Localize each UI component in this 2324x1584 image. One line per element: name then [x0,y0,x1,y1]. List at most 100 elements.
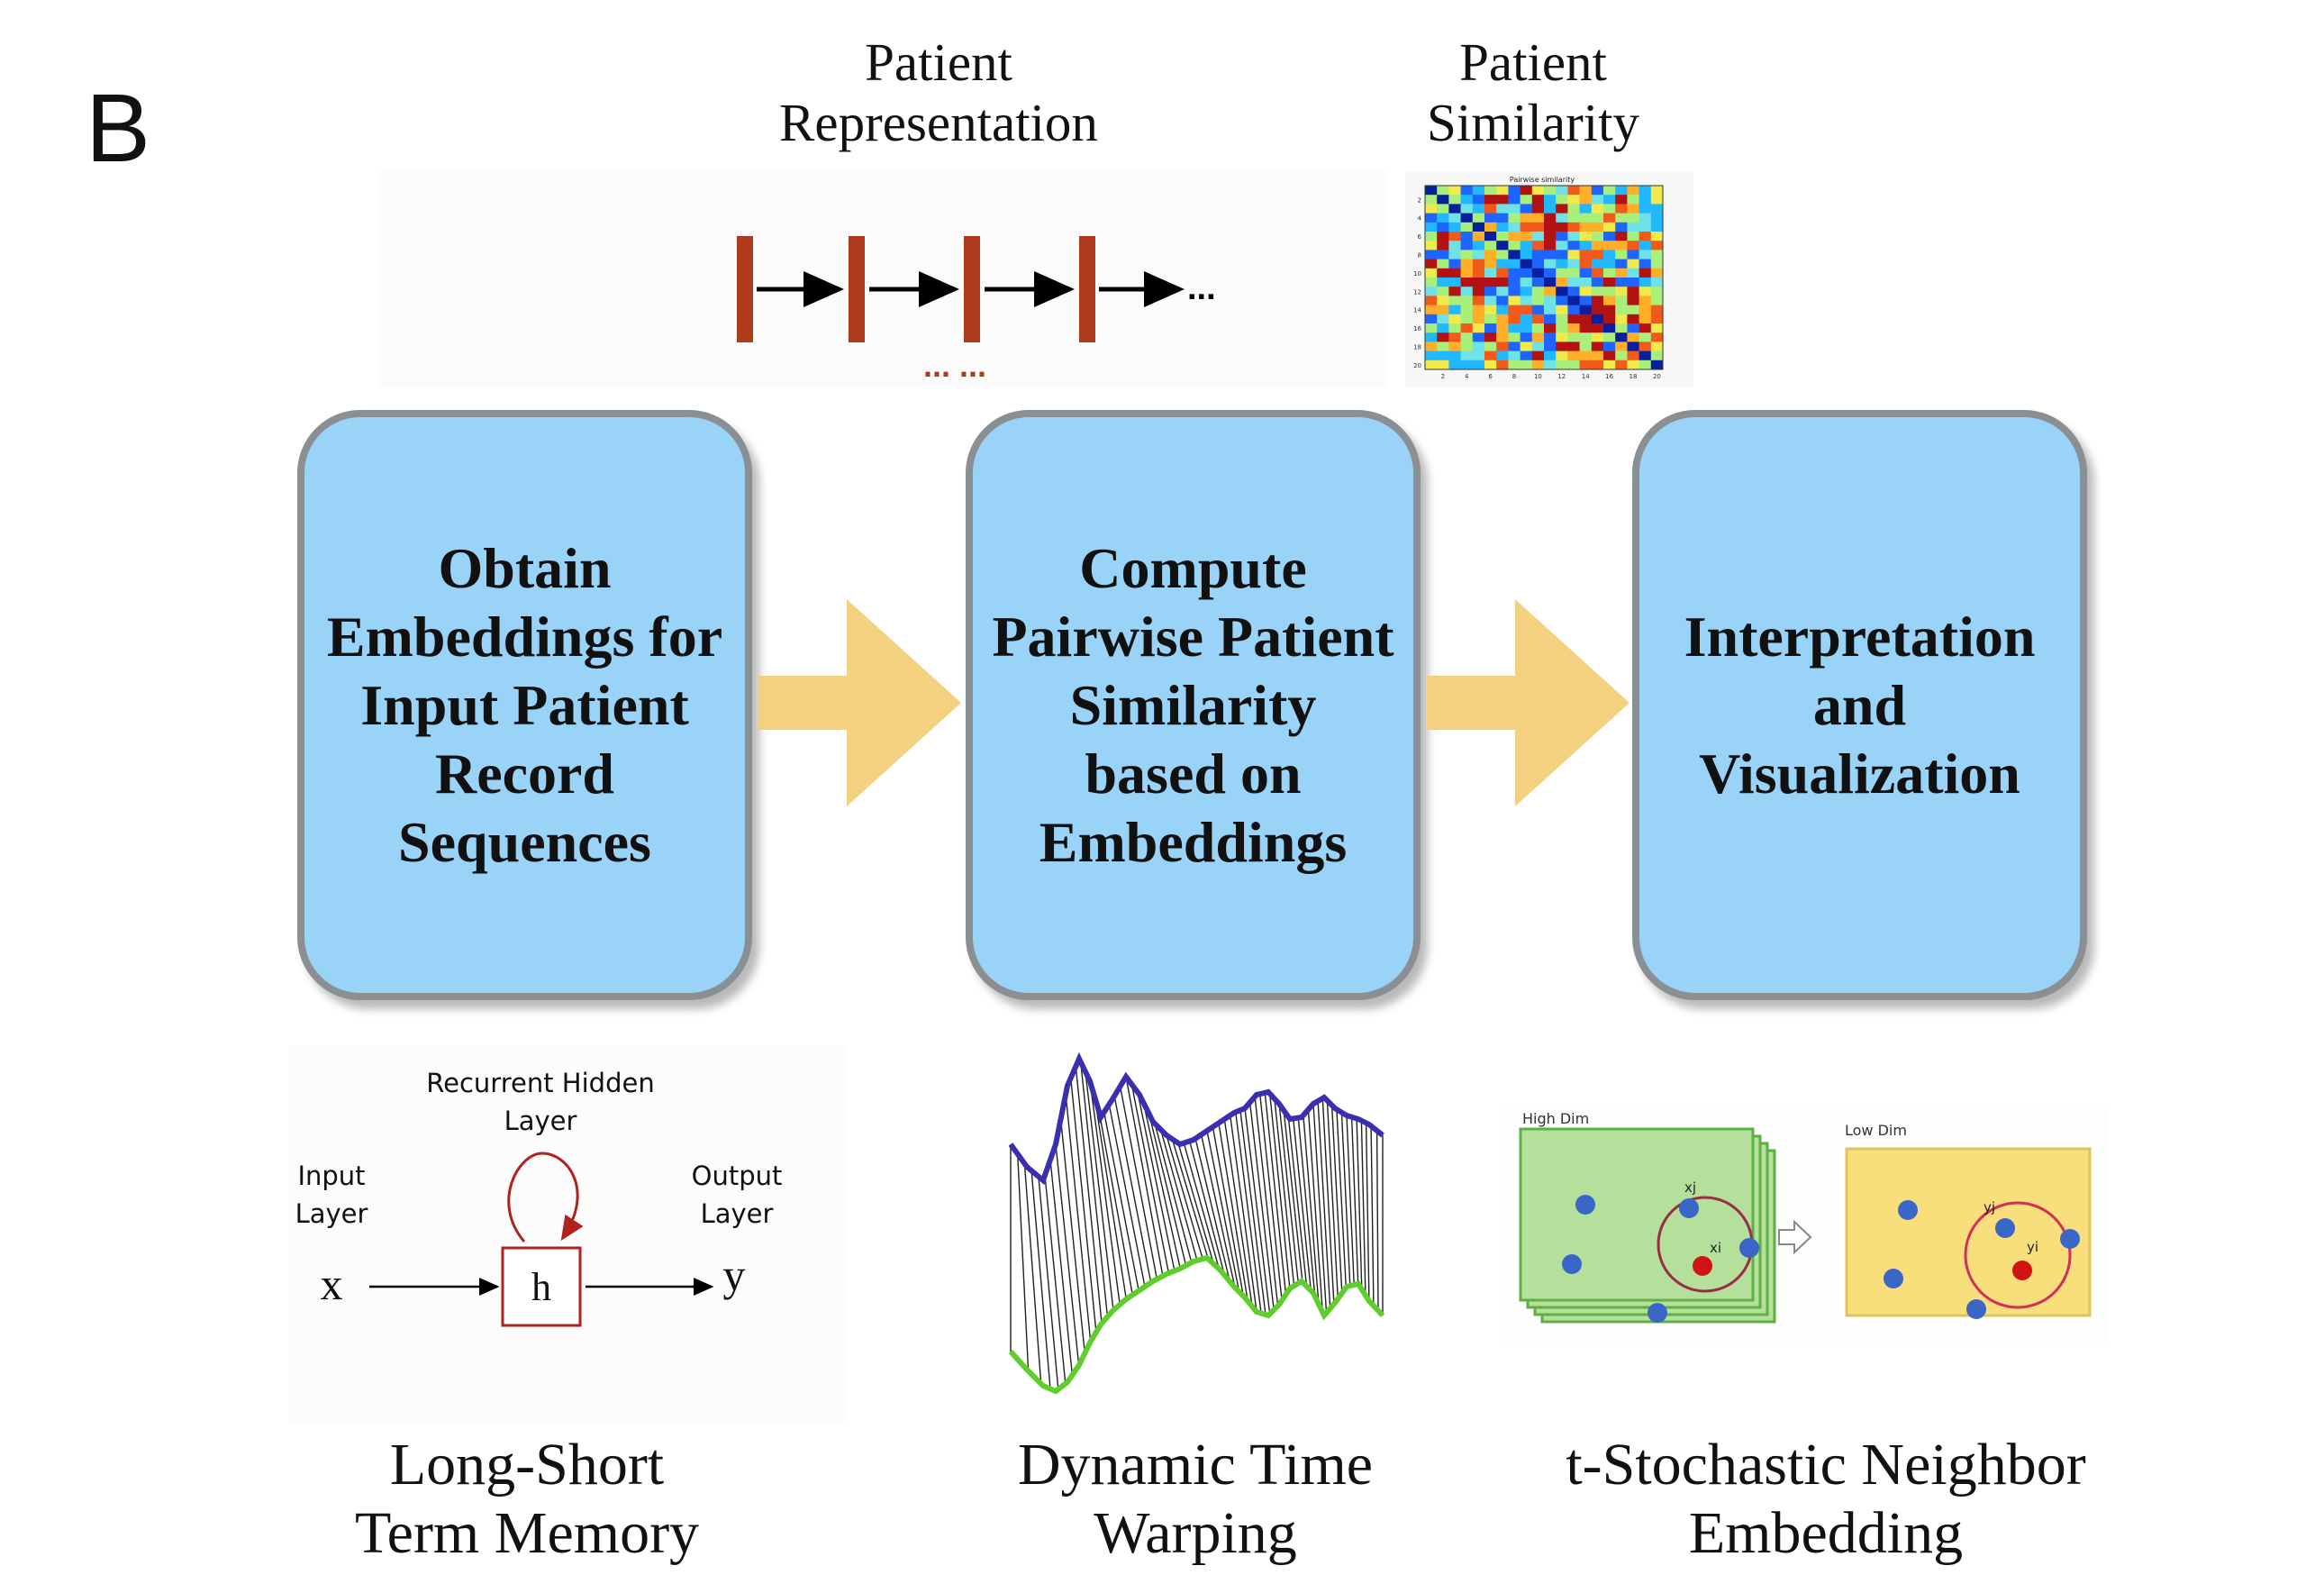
heatmap-cell [1472,314,1485,324]
heatmap-cell [1520,268,1533,278]
heatmap-cell [1650,195,1664,205]
heatmap-cell [1567,314,1580,324]
heatmap-cell [1508,186,1521,196]
step-label: Obtain Embeddings for Input Patient Reco… [318,534,731,877]
heatmap-cell [1556,186,1568,196]
sequence-bar [1079,236,1095,342]
heatmap-cell [1531,350,1545,361]
heatmap-cell [1603,296,1616,305]
heatmap-cell [1425,250,1438,259]
heatmap-cell [1520,296,1533,305]
heatmap-cell [1579,259,1593,269]
heatmap-cell [1627,232,1639,241]
heatmap-cell [1520,222,1533,232]
heatmap-y-tick: 4 [1418,215,1422,223]
heatmap-cell [1460,278,1474,287]
heatmap-cell [1484,232,1497,241]
sequence-bar [964,236,980,342]
heatmap-cell [1496,259,1509,269]
heatmap-frame [1424,185,1664,370]
tsne-figure: High Dim Low Dim xj xi yj yi [1504,1104,2108,1347]
heatmap-cell [1508,195,1521,205]
dtw-alignment-lines [1010,1061,1384,1389]
heatmap-cell [1460,268,1474,278]
heatmap-cell [1627,241,1639,250]
dtw-alignment-line [1055,1143,1080,1366]
panel-letter: B [86,73,151,182]
heatmap-x-ticks: 2 4 6 8 10 12 14 16 18 20 [1441,373,1661,380]
low-dim-label: Low Dim [1845,1122,1907,1139]
heatmap-cell [1472,222,1485,232]
heatmap-cell [1508,259,1521,269]
sequence-ellipsis: ... [1187,269,1216,307]
output-y: y [723,1250,746,1300]
heatmap-cell [1496,296,1509,305]
heatmap-cell [1448,296,1461,305]
dtw-alignment-line [1235,1112,1262,1314]
heatmap-cell [1556,222,1568,232]
heatmap-cell [1448,241,1461,250]
dtw-alignment-line [1038,1176,1059,1389]
heatmap-cell [1496,323,1509,333]
heatmap-cell [1437,195,1449,205]
heatmap-cell [1639,259,1652,269]
heatmap-cell [1627,296,1639,305]
heatmap-cell [1567,296,1580,305]
heatmap-cell [1484,323,1497,333]
heatmap-cell [1508,278,1521,287]
caption-line: Warping [1094,1500,1297,1566]
high-dim-label: High Dim [1522,1110,1589,1127]
dtw-alignment-line [1239,1110,1266,1315]
sequence-bar [849,236,865,342]
heatmap-cell [1437,268,1449,278]
heatmap-cell [1627,323,1639,333]
heatmap-cell [1484,213,1497,223]
step-line: Embeddings [1039,809,1348,874]
high-dim-point-xi [1693,1256,1712,1276]
dtw-alignment-line [1254,1097,1279,1306]
caption-dtw: Dynamic Time Warping [853,1431,1538,1568]
low-dim-neighborhood [1964,1201,2072,1309]
heatmap-cell [1460,213,1474,223]
heatmap-cell [1591,204,1604,214]
dtw-alignment-line [1194,1138,1230,1282]
figure-background [1000,1045,1396,1424]
dtw-alignment-line [1218,1123,1248,1302]
heatmap-cell [1531,195,1545,205]
heatmap-cell [1484,204,1497,214]
heatmap-cell [1650,186,1664,196]
heatmap-cell [1496,314,1509,324]
low-dim-point [1884,1269,1903,1288]
dtw-alignment-line [1293,1118,1312,1291]
heatmap-cell [1615,296,1628,305]
dtw-alignment-line [1350,1116,1359,1285]
high-dim-point [1575,1195,1595,1215]
heatmap-cell [1472,350,1485,361]
dtw-alignment-line [1154,1123,1193,1263]
heatmap-cell [1472,241,1485,250]
dtw-alignment-line [1360,1120,1366,1296]
caption-tsne: t-Stochastic Neighbor Embedding [1484,1431,2168,1568]
heatmap-cell [1650,341,1664,351]
heatmap-cell [1579,287,1593,296]
heatmap-cell [1567,213,1580,223]
heatmap-cell [1437,350,1449,361]
output-layer-label: Layer [701,1198,774,1229]
heatmap-cell [1567,341,1580,351]
heatmap-cell [1508,213,1521,223]
dtw-alignment-line [1212,1126,1244,1297]
heatmap-cell [1639,250,1652,259]
heatmap-cell [1650,232,1664,241]
heatmap-cell [1425,241,1438,250]
heatmap-cell [1650,241,1664,250]
step-line: and [1812,672,1907,737]
heatmap-cell [1496,341,1509,351]
dtw-alignment-line [1259,1094,1283,1301]
dtw-alignment-line [1223,1118,1253,1307]
heatmap-cell [1567,278,1580,287]
heatmap-cell [1603,287,1616,296]
heatmap-cell [1556,259,1568,269]
dtw-alignment-line [1171,1139,1209,1260]
heatmap-cell [1448,213,1461,223]
heatmap-cell [1627,350,1639,361]
